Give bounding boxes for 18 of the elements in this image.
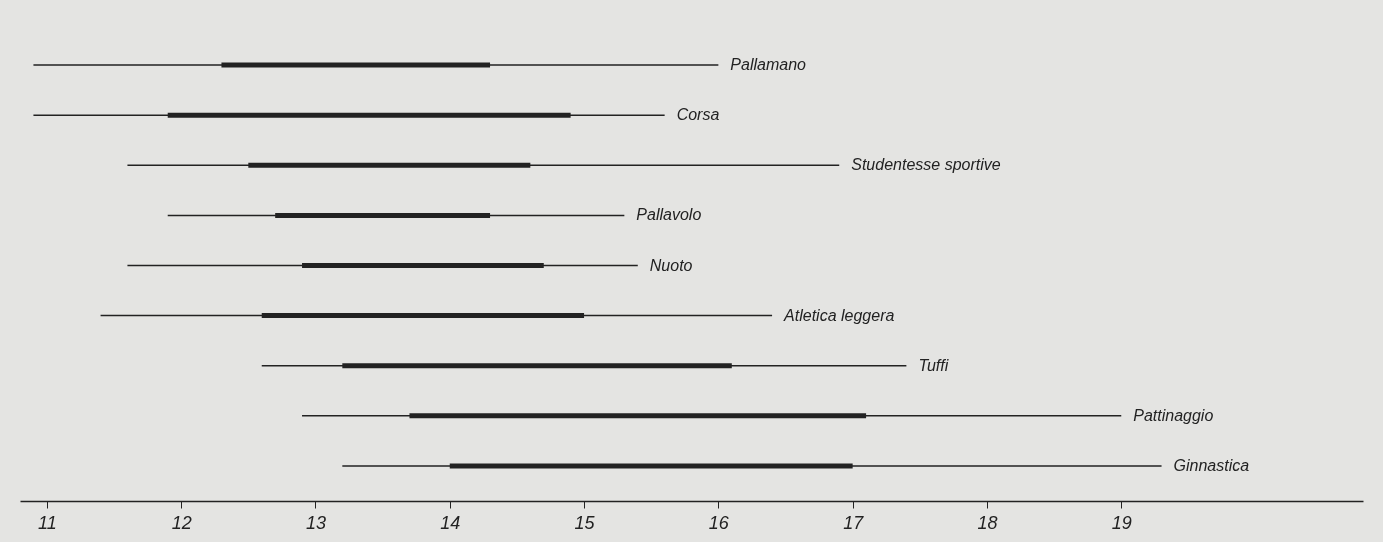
y-tick-label: Pallavolo [636,206,702,224]
y-tick-label: Tuffi [918,356,949,374]
y-tick-label: Nuoto [649,256,693,274]
y-tick-label: Pallamano [730,56,807,74]
x-tick-label: 12 [171,512,192,533]
y-tick-label: Pattinaggio [1133,406,1214,424]
y-tick-label: Atletica leggera [783,306,895,324]
y-tick-label: Corsa [676,106,720,124]
x-tick-label: 13 [305,512,326,533]
x-tick-label: 16 [708,512,730,533]
y-tick-label: Studentesse sportive [851,156,1001,174]
x-tick-label: 18 [977,512,998,533]
y-tick-label: Ginnastica [1173,456,1250,474]
x-tick-label: 14 [440,512,461,533]
x-tick-label: 11 [38,512,57,533]
x-tick-label: 15 [574,512,596,533]
x-tick-label: 19 [1111,512,1132,533]
x-tick-label: 17 [843,512,865,533]
